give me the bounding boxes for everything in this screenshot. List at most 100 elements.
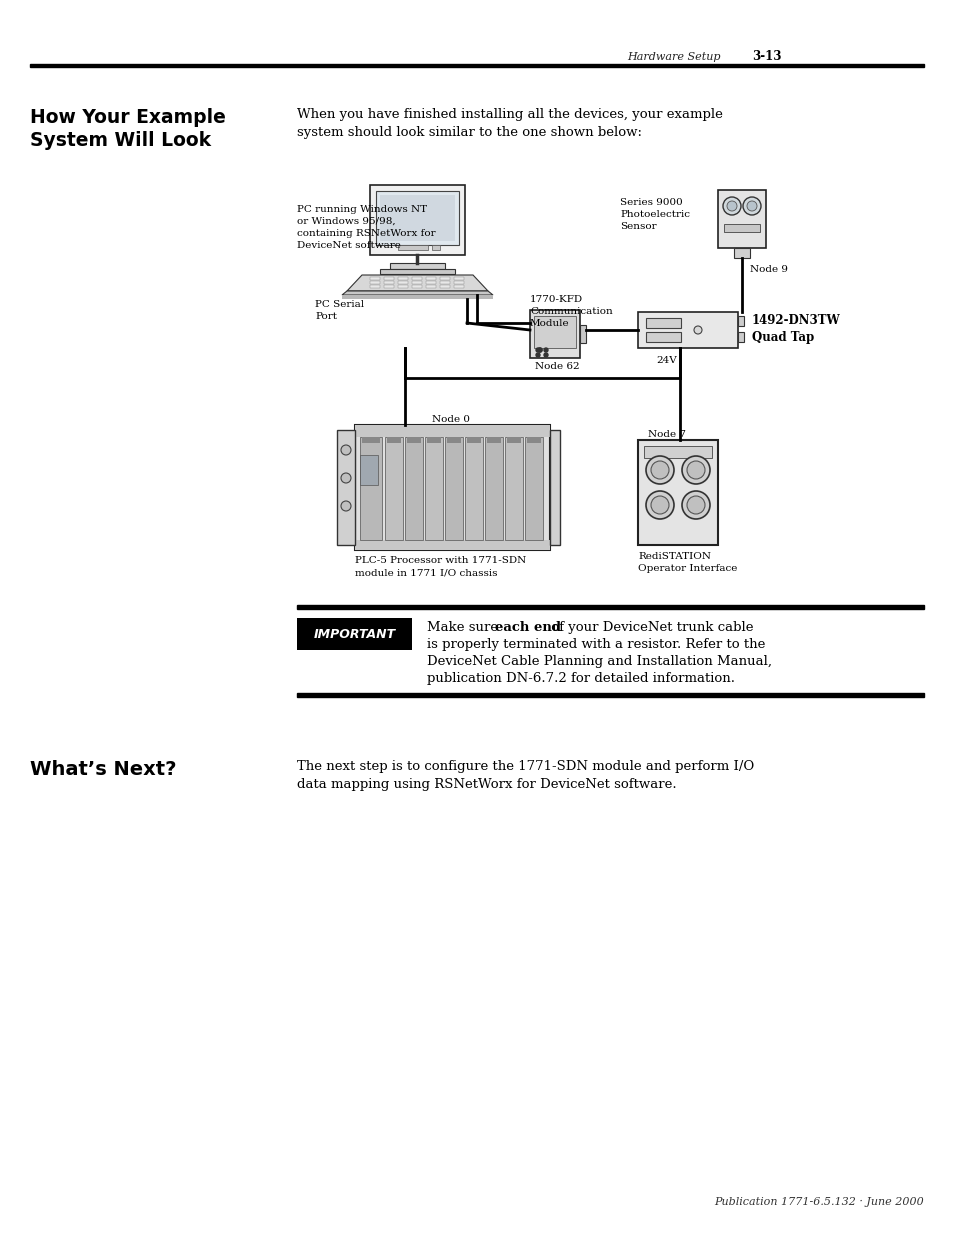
Circle shape	[340, 501, 351, 511]
Bar	[454, 282, 463, 284]
Bar	[379, 269, 455, 274]
Bar	[550, 430, 559, 545]
Bar	[296, 693, 923, 697]
Circle shape	[650, 496, 668, 514]
Bar	[484, 437, 502, 540]
Bar	[370, 282, 379, 284]
Text: of your DeviceNet trunk cable: of your DeviceNet trunk cable	[546, 621, 753, 634]
Circle shape	[645, 492, 673, 519]
Text: 24V: 24V	[656, 356, 676, 366]
Circle shape	[536, 353, 539, 357]
Text: each end: each end	[495, 621, 560, 634]
Circle shape	[537, 348, 541, 352]
Bar	[397, 285, 408, 288]
Text: Hardware Setup: Hardware Setup	[626, 52, 720, 62]
Bar	[454, 285, 463, 288]
Bar	[432, 245, 439, 249]
Bar	[336, 430, 355, 545]
Bar	[412, 285, 421, 288]
Bar	[486, 437, 500, 443]
Bar	[643, 446, 711, 458]
Bar	[439, 282, 450, 284]
Bar	[397, 282, 408, 284]
Bar	[387, 437, 400, 443]
Bar	[384, 285, 394, 288]
Bar	[464, 437, 482, 540]
Text: is properly terminated with a resistor. Refer to the: is properly terminated with a resistor. …	[427, 638, 764, 651]
Bar	[355, 540, 550, 550]
Bar	[579, 325, 585, 343]
Text: IMPORTANT: IMPORTANT	[314, 627, 395, 641]
Bar	[384, 277, 394, 280]
Circle shape	[543, 353, 547, 357]
Polygon shape	[347, 275, 488, 291]
Circle shape	[726, 201, 737, 211]
Bar	[370, 285, 379, 288]
Bar	[506, 437, 520, 443]
Circle shape	[340, 473, 351, 483]
Bar	[426, 277, 436, 280]
Bar	[467, 437, 480, 443]
Text: Node 0: Node 0	[432, 415, 470, 424]
Bar	[738, 316, 743, 326]
Circle shape	[686, 496, 704, 514]
Bar	[407, 437, 420, 443]
Text: DeviceNet Cable Planning and Installation Manual,: DeviceNet Cable Planning and Installatio…	[427, 655, 771, 668]
Bar	[718, 190, 765, 248]
Text: Series 9000
Photoelectric
Sensor: Series 9000 Photoelectric Sensor	[619, 198, 689, 231]
Bar	[447, 437, 460, 443]
Bar	[426, 285, 436, 288]
Text: Make sure: Make sure	[427, 621, 502, 634]
Text: 1770-KFD
Communication
Module: 1770-KFD Communication Module	[530, 295, 612, 329]
Bar	[30, 64, 923, 67]
Text: 3-13: 3-13	[751, 51, 781, 63]
Circle shape	[340, 445, 351, 454]
Bar	[454, 277, 463, 280]
Bar	[296, 605, 923, 609]
Circle shape	[693, 326, 701, 333]
Bar	[370, 277, 379, 280]
Polygon shape	[341, 291, 493, 295]
Bar	[361, 437, 379, 443]
Text: Node 62: Node 62	[535, 362, 579, 370]
Text: RediSTATION
Operator Interface: RediSTATION Operator Interface	[638, 552, 737, 573]
Circle shape	[722, 198, 740, 215]
Circle shape	[537, 348, 541, 352]
Text: PC running Windows NT
or Windows 95/98,
containing RSNetWorx for
DeviceNet softw: PC running Windows NT or Windows 95/98, …	[296, 205, 436, 251]
Bar	[359, 454, 377, 485]
Bar	[355, 425, 550, 550]
Circle shape	[645, 456, 673, 484]
Bar	[526, 437, 540, 443]
Bar	[296, 618, 412, 650]
Bar	[405, 437, 422, 540]
Bar	[341, 295, 493, 299]
Text: When you have finished installing all the devices, your example
system should lo: When you have finished installing all th…	[296, 107, 722, 140]
Bar	[397, 245, 428, 249]
Circle shape	[742, 198, 760, 215]
Text: PC Serial
Port: PC Serial Port	[314, 300, 364, 321]
Text: Publication 1771-6.5.132 · June 2000: Publication 1771-6.5.132 · June 2000	[714, 1197, 923, 1207]
Circle shape	[536, 348, 539, 352]
Circle shape	[746, 201, 757, 211]
Text: What’s Next?: What’s Next?	[30, 760, 176, 779]
Bar	[638, 440, 718, 545]
Bar	[645, 317, 680, 329]
Bar	[412, 277, 421, 280]
Circle shape	[650, 461, 668, 479]
Bar	[427, 437, 440, 443]
Bar	[359, 437, 381, 540]
Text: Node 9: Node 9	[749, 266, 787, 274]
Bar	[370, 185, 464, 254]
Circle shape	[681, 456, 709, 484]
Circle shape	[543, 348, 547, 352]
Circle shape	[681, 492, 709, 519]
Bar	[355, 425, 550, 437]
Bar	[397, 277, 408, 280]
Bar	[375, 191, 458, 245]
Bar	[733, 248, 749, 258]
Circle shape	[686, 461, 704, 479]
Text: Node 7: Node 7	[647, 430, 685, 438]
Text: publication DN-6.7.2 for detailed information.: publication DN-6.7.2 for detailed inform…	[427, 672, 734, 685]
Bar	[390, 263, 444, 269]
Bar	[645, 332, 680, 342]
